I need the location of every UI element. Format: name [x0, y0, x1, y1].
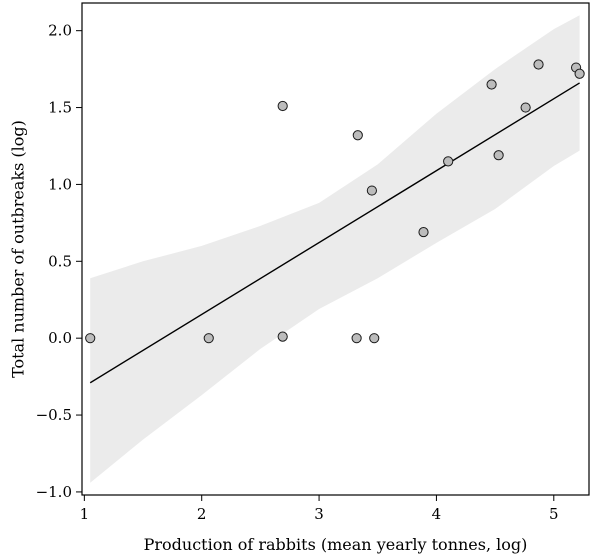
confidence-band	[90, 15, 580, 483]
y-axis-label: Total number of outbreaks (log)	[9, 120, 28, 378]
y-axis-ticks: −1.0 −0.5 0.0 0.5 1.0 1.5 2.0	[36, 22, 82, 501]
x-tick-label: 2	[197, 505, 207, 523]
x-tick-label: 5	[549, 505, 559, 523]
regression-line	[89, 82, 580, 384]
plot-frame-layer	[81, 2, 590, 496]
data-point-9	[418, 226, 429, 238]
y-tick-label: 0.5	[48, 252, 72, 270]
data-point-7	[366, 185, 377, 196]
y-tick-label: 2.0	[48, 22, 72, 40]
data-point-5	[351, 333, 362, 344]
x-tick-label: 1	[80, 505, 90, 523]
y-tick-label: −0.5	[36, 406, 72, 424]
y-tick-label: −1.0	[36, 483, 72, 501]
data-point-12	[493, 150, 504, 161]
data-point-2	[203, 333, 214, 344]
confidence-band-layer	[90, 15, 580, 483]
x-axis-ticks: 1 2 3 4 5	[80, 495, 559, 523]
x-tick-label: 3	[314, 505, 324, 523]
y-tick-label: 1.5	[48, 99, 72, 117]
data-point-11	[486, 79, 497, 90]
data-point-16	[574, 68, 585, 79]
data-point-1	[85, 333, 96, 344]
data-points-layer	[85, 59, 585, 344]
data-point-8	[369, 333, 380, 344]
plot-frame	[81, 2, 590, 496]
y-tick-label: 0.0	[48, 329, 72, 347]
data-point-3	[277, 331, 288, 342]
y-tick-label: 1.0	[48, 175, 72, 193]
regression-line-layer	[89, 82, 580, 384]
data-point-14	[533, 59, 544, 70]
data-point-4	[277, 100, 288, 112]
data-point-10	[443, 156, 454, 167]
x-axis-label: Production of rabbits (mean yearly tonne…	[144, 535, 528, 554]
data-point-6	[352, 130, 363, 141]
data-point-13	[520, 102, 531, 113]
x-tick-label: 4	[432, 505, 442, 523]
